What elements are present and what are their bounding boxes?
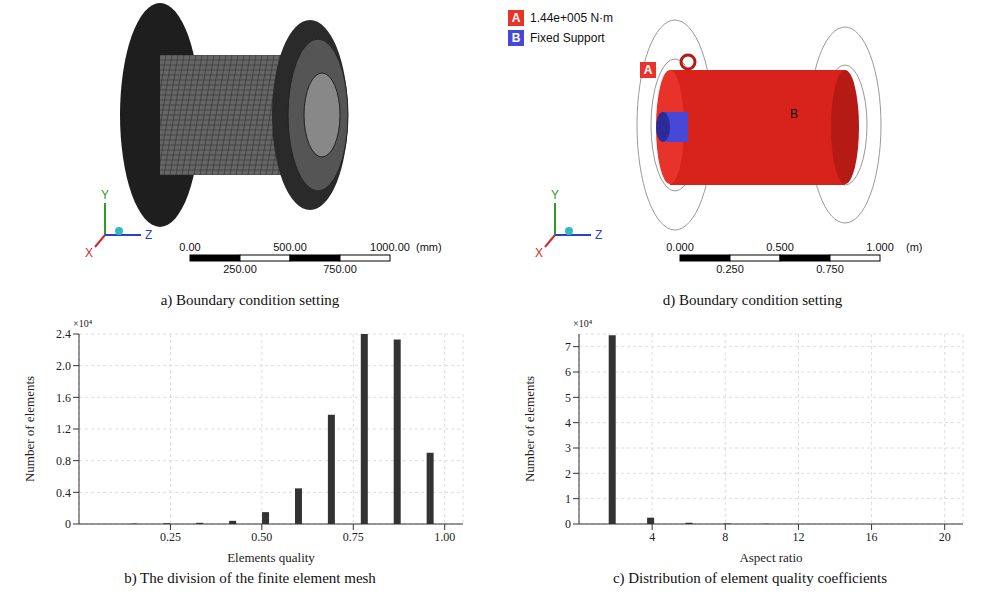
svg-text:2: 2 [565,467,571,481]
svg-text:4: 4 [649,530,655,544]
svg-text:1.00: 1.00 [434,530,455,544]
svg-text:0.750: 0.750 [816,263,844,275]
svg-text:B: B [512,31,521,45]
svg-text:Aspect ratio: Aspect ratio [739,550,802,565]
svg-text:Z: Z [145,228,152,242]
svg-text:0.4: 0.4 [56,486,71,500]
svg-text:Fixed Support: Fixed Support [530,31,605,45]
svg-text:0: 0 [565,517,571,531]
svg-text:Elements quality: Elements quality [227,550,315,565]
svg-text:0.8: 0.8 [56,454,71,468]
svg-text:1.2: 1.2 [56,422,71,436]
svg-text:0.50: 0.50 [251,530,272,544]
html-text:b) The division of the finite: b) The division of the finite element me… [124,570,376,586]
svg-text:0.25: 0.25 [160,530,181,544]
svg-text:1.000: 1.000 [866,241,894,253]
html-text:c) Distribution of element qua: c) Distribution of element quality coeff… [612,570,888,586]
svg-text:Y: Y [551,188,559,202]
svg-text:0.500: 0.500 [766,241,794,253]
svg-text:0.250: 0.250 [716,263,744,275]
svg-text:Y: Y [101,188,109,202]
svg-text:1.6: 1.6 [56,391,71,405]
svg-text:1000.00: 1000.00 [370,241,410,253]
svg-text:16: 16 [866,530,878,544]
html-text:×10⁴: ×10⁴ [573,318,593,329]
svg-text:12: 12 [792,530,804,544]
svg-text:0.000: 0.000 [666,241,694,253]
svg-text:X: X [85,246,93,260]
svg-text:3: 3 [565,441,571,455]
svg-text:Z: Z [595,228,602,242]
svg-text:1.44e+005 N·m: 1.44e+005 N·m [530,11,613,25]
svg-text:A: A [644,63,653,77]
svg-text:4: 4 [565,416,571,430]
svg-text:X: X [535,246,543,260]
svg-text:(mm): (mm) [416,241,442,253]
svg-text:20: 20 [939,530,951,544]
svg-text:(m): (m) [906,241,923,253]
svg-text:8: 8 [722,530,728,544]
html-text:d) Boundary condition setting: d) Boundary condition setting [662,292,843,308]
svg-text:250.00: 250.00 [223,263,257,275]
svg-text:5: 5 [565,391,571,405]
svg-text:500.00: 500.00 [273,241,307,253]
svg-text:Number of elements: Number of elements [22,376,37,482]
svg-text:B: B [790,107,798,121]
svg-text:750.00: 750.00 [323,263,357,275]
svg-text:2.4: 2.4 [56,327,71,341]
svg-text:6: 6 [565,365,571,379]
svg-text:2.0: 2.0 [56,359,71,373]
html-text:a) Boundary condition setting: a) Boundary condition setting [160,292,340,308]
svg-text:A: A [512,11,521,25]
svg-text:7: 7 [565,340,571,354]
svg-text:0.00: 0.00 [179,241,200,253]
svg-text:0.75: 0.75 [343,530,364,544]
svg-text:0: 0 [65,517,71,531]
html-text:×10⁴: ×10⁴ [73,318,93,329]
svg-text:Number of elements: Number of elements [522,376,537,482]
svg-text:1: 1 [565,492,571,506]
